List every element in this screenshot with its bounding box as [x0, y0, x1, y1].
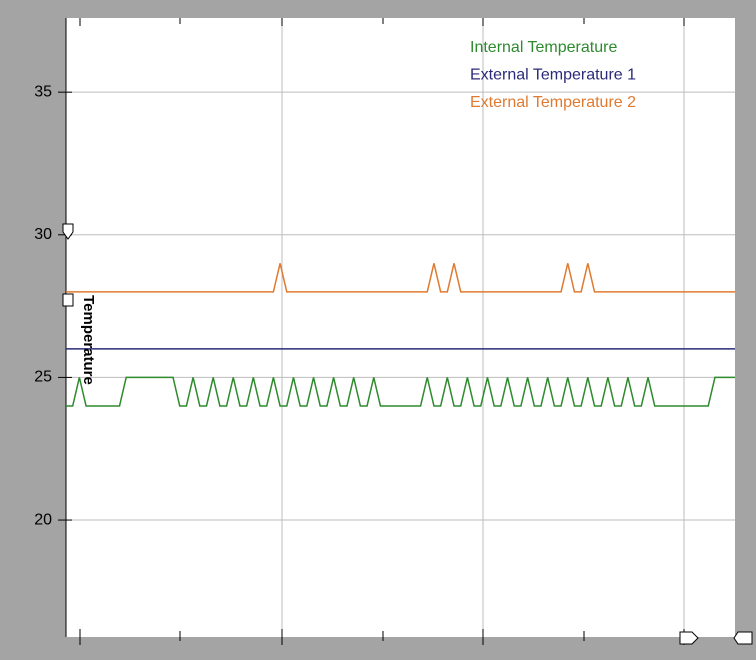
series-line [66, 376, 735, 407]
y-tick-label: 25 [34, 369, 52, 386]
plot-area [66, 18, 735, 637]
markers [62, 223, 753, 645]
legend-entry: Internal Temperature [470, 39, 617, 56]
axis-marker [679, 631, 699, 645]
y-tick-label: 20 [34, 511, 52, 528]
data-layer: 20 25 30 35 Internal Temperature External Tem… [34, 39, 735, 528]
axis-marker [62, 293, 74, 307]
series-line [66, 263, 735, 293]
axis-marker [62, 223, 74, 240]
legend-entry: External Temperature 2 [470, 94, 636, 111]
vertical-grid [281, 18, 685, 637]
x-ticks [79, 18, 685, 645]
axis-marker [733, 631, 753, 645]
y-tick-label: 35 [34, 83, 52, 100]
y-axis-label: Temperature [80, 295, 97, 385]
legend-entry: External Temperature 1 [470, 67, 636, 84]
y-tick-label: 30 [34, 226, 52, 243]
